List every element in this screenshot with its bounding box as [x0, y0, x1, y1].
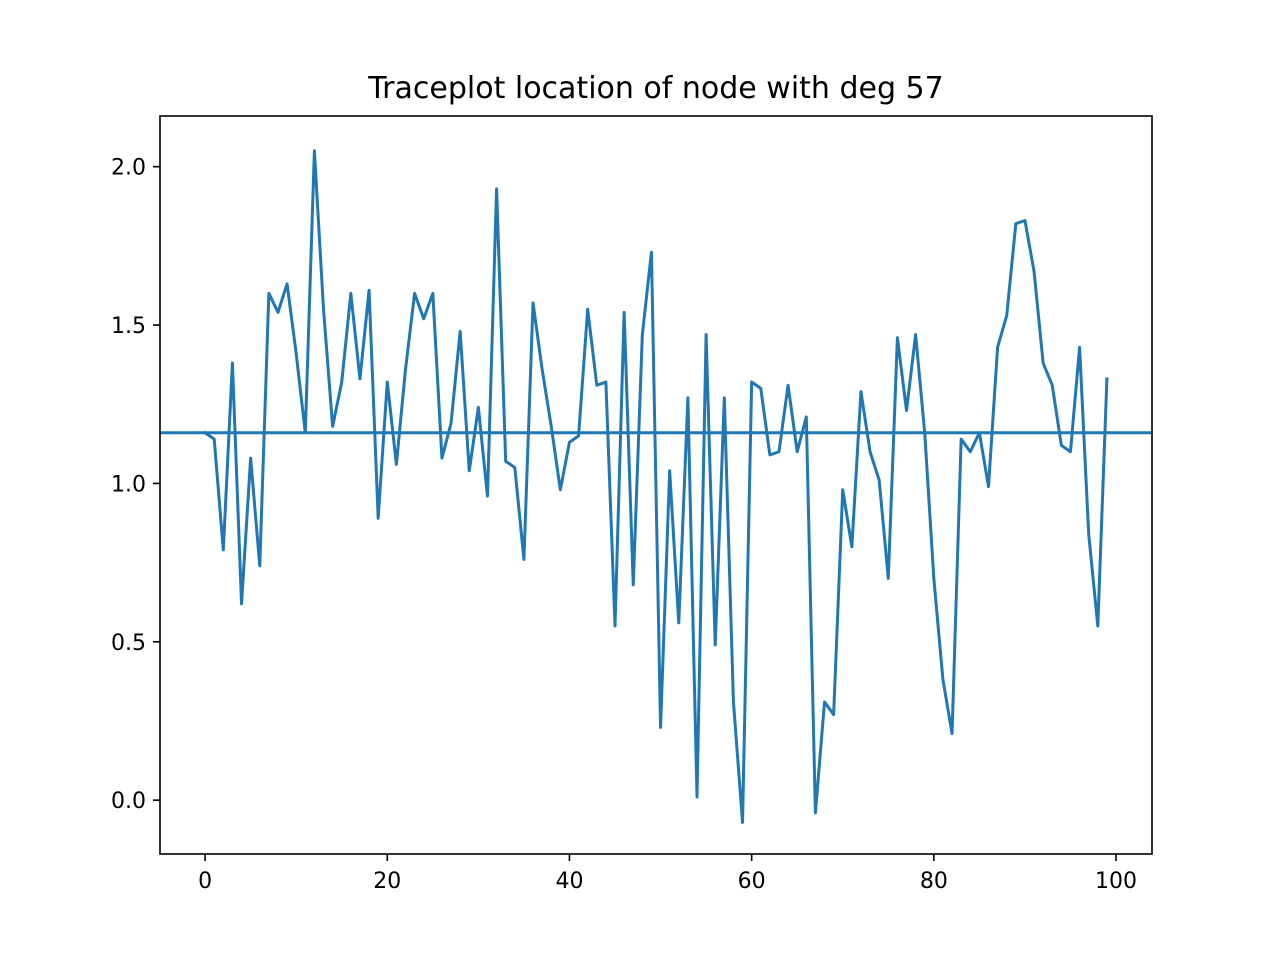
x-tick-label: 0	[198, 869, 212, 894]
axes: 0 20 40 60 80 100 0.0 0.5 1.0 1.5 2.0	[111, 156, 1137, 894]
y-tick-label: 0.0	[111, 789, 146, 814]
plot-area	[160, 149, 1152, 824]
y-tick-label: 0.5	[111, 631, 146, 656]
chart-title: Traceplot location of node with deg 57	[367, 71, 943, 106]
y-tick-label: 1.5	[111, 314, 146, 339]
x-tick-label: 60	[738, 869, 766, 894]
x-tick-label: 80	[920, 869, 948, 894]
plot-frame	[159, 115, 1153, 855]
y-tick-label: 1.0	[111, 472, 146, 497]
x-tick-label: 40	[555, 869, 583, 894]
trace-series-line	[203, 149, 1109, 824]
x-tick-label: 20	[373, 869, 401, 894]
y-tick-label: 2.0	[111, 156, 146, 181]
x-tick-label: 100	[1095, 869, 1137, 894]
